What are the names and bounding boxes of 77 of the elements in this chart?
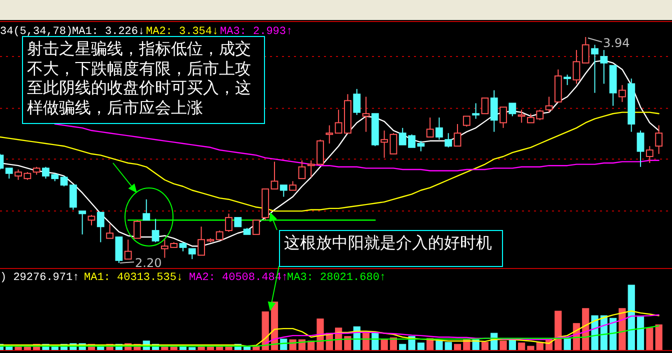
candlestick [618, 84, 626, 102]
bar [454, 344, 462, 350]
candlestick [78, 210, 86, 235]
candlestick [591, 44, 598, 94]
candlestick [270, 161, 278, 190]
candlestick [462, 116, 470, 128]
bar [380, 339, 388, 350]
candlestick [134, 220, 141, 239]
candlestick [5, 168, 13, 180]
candlestick [234, 217, 242, 228]
bar [463, 339, 470, 350]
candlestick [518, 109, 526, 124]
bar [618, 308, 626, 350]
candlestick [490, 90, 498, 132]
candlestick [564, 74, 572, 86]
candlestick [636, 130, 644, 168]
candlestick [326, 124, 334, 144]
candlestick [88, 214, 96, 226]
text: ) 29276.971↑ [0, 272, 80, 284]
bar [362, 332, 370, 350]
bar [554, 310, 562, 350]
candlestick [436, 117, 443, 140]
annotation: 3.94 [603, 36, 630, 50]
candlestick [289, 180, 296, 191]
candlestick [390, 132, 398, 154]
candlestick [646, 146, 654, 164]
candlestick [572, 49, 580, 84]
text: MA3: 28021.680↑ [287, 272, 386, 284]
annotation: 这根放中阳就是介入的好时机 [279, 230, 503, 267]
bar [244, 346, 251, 350]
bar [372, 332, 379, 350]
candlestick [362, 96, 370, 132]
candlestick [380, 130, 388, 158]
candlestick [216, 230, 224, 240]
bar [472, 339, 480, 350]
candlestick [252, 220, 260, 235]
candlestick [188, 248, 196, 260]
candlestick [500, 106, 507, 128]
candlestick [444, 132, 452, 148]
candlestick [655, 124, 663, 154]
candlestick [106, 224, 114, 239]
bar [188, 347, 196, 350]
bar [500, 340, 507, 350]
candlestick [454, 124, 462, 147]
candlestick [96, 212, 104, 243]
bar [481, 342, 489, 350]
annotation: MA3: 2.993↑ [220, 26, 293, 38]
candlestick [426, 117, 434, 138]
candlestick [69, 184, 77, 210]
bar [344, 336, 352, 350]
bar [610, 318, 617, 350]
annotation: 射击之星骗线，指标低位，成交不大，下跌幅度有限，后市上攻至此阴线的收盘价时可买入，这样做骗线，后市应会上涨 [27, 39, 251, 116]
candlestick [280, 184, 288, 198]
candlestick [124, 239, 132, 260]
candlestick [298, 160, 306, 180]
bar [417, 342, 424, 350]
bar [636, 316, 644, 350]
candlestick [142, 198, 150, 221]
bar [518, 342, 526, 350]
text: MA1: 40313.535↓ [84, 272, 184, 284]
candlestick [225, 213, 232, 232]
candlestick [582, 36, 590, 64]
annotation: MA2: 3.354↓ [146, 26, 219, 38]
candlestick [60, 175, 68, 187]
bar [628, 284, 635, 350]
candlestick [353, 88, 361, 116]
candlestick [152, 218, 160, 243]
candlestick [508, 102, 516, 117]
candlestick [179, 242, 187, 252]
annotation: 2.20 [135, 256, 162, 270]
candlestick [600, 49, 608, 84]
candlestick [481, 98, 489, 114]
candlestick [472, 102, 480, 120]
candlestick [115, 236, 123, 264]
bar [399, 344, 406, 350]
annotation: MA1: 3.226↓ [72, 26, 145, 38]
annotation: 34(5,34,78) [0, 26, 73, 38]
